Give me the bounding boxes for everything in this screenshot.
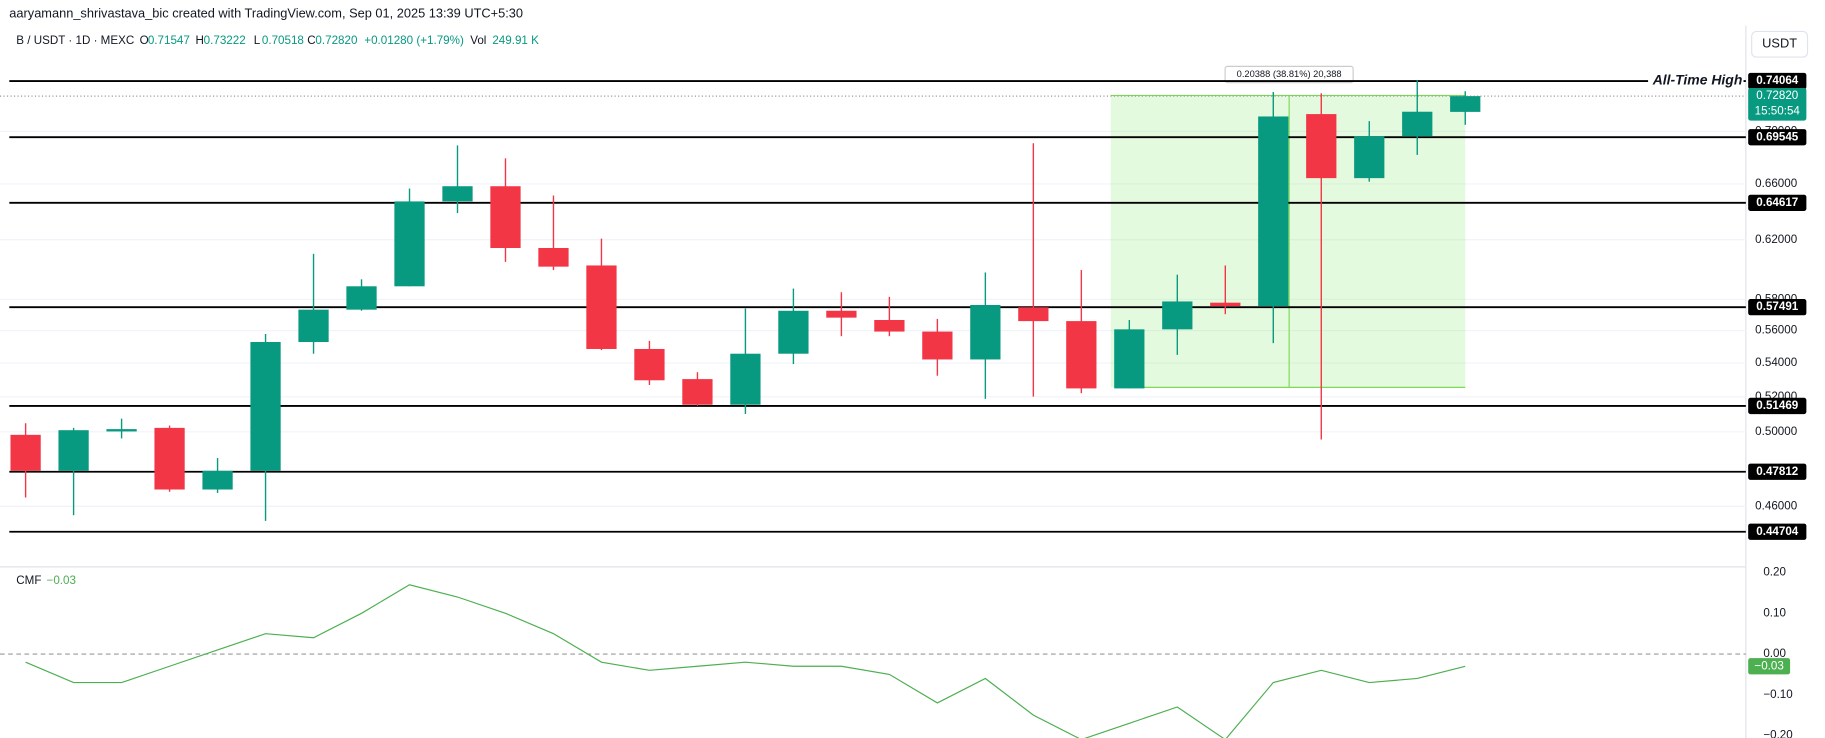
attribution: aaryamann_shrivastava_bic created with T… bbox=[9, 5, 523, 20]
candle-body bbox=[10, 434, 41, 471]
level-tag bbox=[1748, 72, 1807, 90]
level-tag bbox=[1748, 463, 1807, 480]
candle-body bbox=[826, 310, 857, 318]
countdown: 15:50:54 bbox=[1755, 104, 1801, 117]
level-tag-label: 0.69545 bbox=[1756, 130, 1799, 143]
legend-value: 0.73222 bbox=[204, 34, 246, 47]
candle-body bbox=[1066, 321, 1097, 389]
cmf-line bbox=[25, 584, 1466, 738]
cmf-tag-label: −0.03 bbox=[1754, 659, 1783, 672]
level-tag-label: 0.44704 bbox=[1756, 525, 1799, 538]
legend-value: 0.71547 bbox=[148, 34, 190, 47]
candle-body bbox=[490, 186, 521, 248]
y-tick-label: 0.00 bbox=[1763, 647, 1786, 660]
candle-body bbox=[682, 379, 713, 405]
candle-body bbox=[106, 429, 137, 432]
level-tag bbox=[1748, 194, 1807, 211]
candle-body bbox=[874, 319, 905, 332]
candle-body bbox=[1450, 96, 1481, 112]
indicator-name: CMF bbox=[16, 574, 41, 587]
candle-body bbox=[1306, 114, 1337, 179]
y-tick-label: 0.56000 bbox=[1755, 324, 1798, 337]
symbol: B / USDT · 1D · MEXC bbox=[16, 34, 134, 47]
cmf-tag bbox=[1748, 658, 1791, 675]
candle-body bbox=[442, 186, 473, 202]
candle-body bbox=[1210, 302, 1241, 307]
y-tick-label: −0.20 bbox=[1763, 729, 1793, 738]
measure-label: 0.20388 (38.81%) 20,388 bbox=[1237, 69, 1342, 79]
legend-change: +0.01280 (+1.79%) bbox=[364, 34, 464, 47]
legend-key: C bbox=[307, 34, 315, 47]
legend-value: 0.72820 bbox=[315, 34, 358, 47]
legend-volume-value: 249.91 K bbox=[492, 34, 539, 47]
candle-body bbox=[202, 470, 233, 490]
candle-body bbox=[1402, 111, 1433, 137]
legend-key: L bbox=[254, 34, 261, 47]
level-tag bbox=[1748, 397, 1807, 415]
candle-body bbox=[730, 353, 761, 405]
currency-button[interactable] bbox=[1751, 30, 1809, 58]
level-tag-label: 0.64617 bbox=[1756, 196, 1798, 209]
candle-body bbox=[970, 305, 1001, 360]
candle-body bbox=[1354, 136, 1385, 179]
y-tick-label: 0.20 bbox=[1763, 566, 1786, 579]
level-tag bbox=[1748, 299, 1807, 316]
candle-body bbox=[250, 342, 281, 471]
level-tag bbox=[1748, 523, 1807, 540]
level-tag-label: 0.57491 bbox=[1756, 300, 1799, 313]
candle-body bbox=[586, 265, 617, 349]
level-tag-label: 0.51469 bbox=[1756, 399, 1799, 412]
candle-body bbox=[634, 348, 665, 381]
candle-body bbox=[1018, 307, 1049, 322]
level-tag-label: 0.47812 bbox=[1756, 465, 1798, 478]
level-tag-label: 0.74064 bbox=[1756, 74, 1799, 87]
candle-body bbox=[1162, 301, 1193, 330]
candle-body bbox=[922, 331, 953, 360]
candle-body bbox=[538, 247, 569, 267]
y-tick-label: 0.10 bbox=[1763, 606, 1786, 619]
candle-body bbox=[154, 427, 185, 490]
candle-body bbox=[394, 201, 425, 287]
legend-value: 0.70518 bbox=[262, 34, 304, 47]
candle-body bbox=[58, 430, 89, 471]
legend-key: H bbox=[196, 34, 204, 47]
y-tick-label: 0.66000 bbox=[1755, 177, 1798, 190]
measure-label-box bbox=[1224, 65, 1354, 84]
currency-button-label[interactable]: USDT bbox=[1762, 36, 1797, 51]
candle-body bbox=[1258, 116, 1289, 307]
candle-body bbox=[346, 286, 377, 310]
candle-body bbox=[298, 309, 329, 343]
y-tick-label: 0.62000 bbox=[1755, 233, 1798, 246]
y-tick-label: 0.54000 bbox=[1755, 356, 1798, 369]
candle-body bbox=[1114, 329, 1145, 389]
y-tick-label: 0.50000 bbox=[1755, 425, 1798, 438]
annotation-bg bbox=[1648, 72, 1744, 90]
last-price-tag bbox=[1748, 87, 1807, 121]
level-annotation: All-Time High bbox=[1652, 72, 1743, 88]
y-tick-label: −0.10 bbox=[1763, 688, 1793, 701]
y-tick-label: 0.46000 bbox=[1755, 499, 1798, 512]
legend-key: O bbox=[140, 34, 149, 47]
candle-body bbox=[778, 310, 809, 354]
level-tag bbox=[1748, 129, 1807, 146]
legend-volume-key: Vol bbox=[470, 34, 486, 47]
last-price-label: 0.72820 bbox=[1756, 89, 1799, 102]
indicator-value: −0.03 bbox=[47, 574, 76, 587]
